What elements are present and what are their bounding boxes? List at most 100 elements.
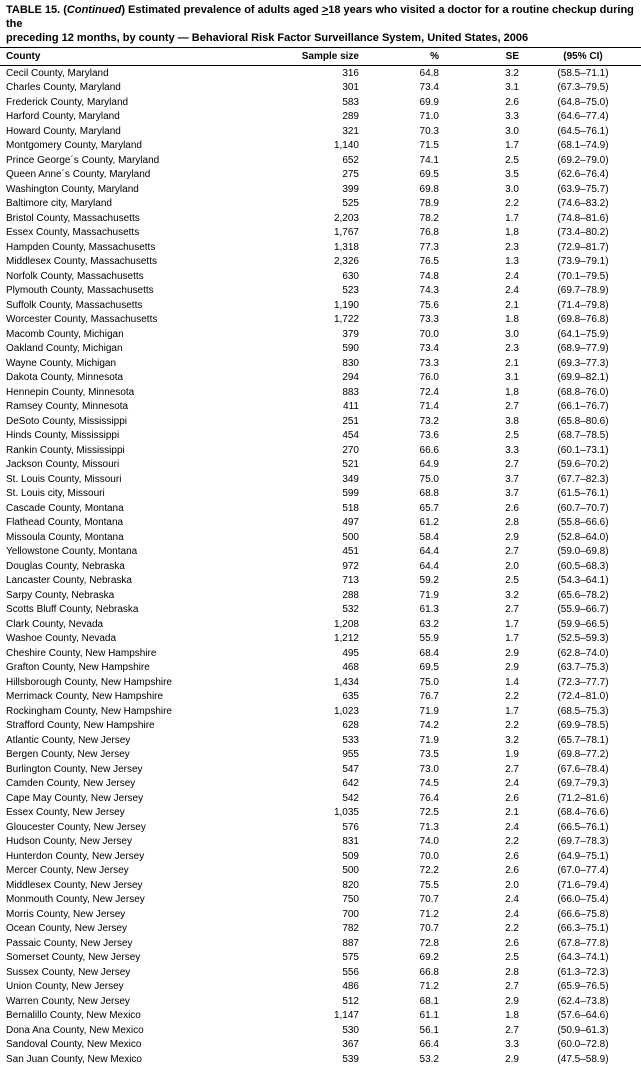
cell-ci: (69.9–82.1)	[525, 371, 641, 386]
cell-county: Cape May County, New Jersey	[0, 791, 270, 806]
cell-ci: (71.6–79.4)	[525, 878, 641, 893]
cell-ci: (65.6–78.2)	[525, 588, 641, 603]
table-row: Sussex County, New Jersey55666.82.8(61.3…	[0, 965, 641, 980]
cell-county: Hillsborough County, New Hampshire	[0, 675, 270, 690]
cell-pct: 72.5	[365, 806, 445, 821]
cell-sample: 713	[270, 574, 365, 589]
table-row: Worcester County, Massachusetts1,72273.3…	[0, 313, 641, 328]
cell-sample: 831	[270, 835, 365, 850]
cell-sample: 533	[270, 733, 365, 748]
cell-sample: 468	[270, 661, 365, 676]
cell-county: St. Louis city, Missouri	[0, 487, 270, 502]
cell-se: 2.2	[445, 690, 525, 705]
cell-pct: 69.5	[365, 168, 445, 183]
cell-county: Rankin County, Mississippi	[0, 443, 270, 458]
cell-ci: (74.8–81.6)	[525, 211, 641, 226]
cell-pct: 66.4	[365, 1038, 445, 1053]
cell-pct: 61.2	[365, 516, 445, 531]
cell-sample: 518	[270, 501, 365, 516]
col-ci: (95% CI)	[525, 48, 641, 66]
cell-sample: 2,203	[270, 211, 365, 226]
table-header-row: County Sample size % SE (95% CI)	[0, 48, 641, 66]
cell-pct: 68.8	[365, 487, 445, 502]
cell-se: 2.7	[445, 603, 525, 618]
cell-sample: 251	[270, 414, 365, 429]
table-row: Suffolk County, Massachusetts1,19075.62.…	[0, 298, 641, 313]
cell-se: 2.2	[445, 835, 525, 850]
cell-ci: (74.6–83.2)	[525, 197, 641, 212]
cell-se: 1.8	[445, 226, 525, 241]
cell-sample: 275	[270, 168, 365, 183]
cell-sample: 495	[270, 646, 365, 661]
cell-ci: (69.7–78.3)	[525, 835, 641, 850]
cell-se: 2.6	[445, 849, 525, 864]
cell-se: 1.3	[445, 255, 525, 270]
cell-pct: 68.1	[365, 994, 445, 1009]
cell-sample: 521	[270, 458, 365, 473]
cell-county: Sussex County, New Jersey	[0, 965, 270, 980]
cell-pct: 71.2	[365, 980, 445, 995]
cell-sample: 509	[270, 849, 365, 864]
cell-ci: (67.8–77.8)	[525, 936, 641, 951]
cell-se: 3.7	[445, 487, 525, 502]
cell-se: 1.9	[445, 748, 525, 763]
cell-sample: 590	[270, 342, 365, 357]
cell-ci: (69.8–76.8)	[525, 313, 641, 328]
cell-ci: (52.5–59.3)	[525, 632, 641, 647]
cell-sample: 1,722	[270, 313, 365, 328]
cell-sample: 379	[270, 327, 365, 342]
table-row: Plymouth County, Massachusetts52374.32.4…	[0, 284, 641, 299]
cell-se: 2.2	[445, 197, 525, 212]
cell-ci: (68.5–75.3)	[525, 704, 641, 719]
cell-ci: (67.7–82.3)	[525, 472, 641, 487]
table-container: TABLE 15. (Continued) Estimated prevalen…	[0, 0, 641, 1067]
table-row: Burlington County, New Jersey54773.02.7(…	[0, 762, 641, 777]
cell-se: 2.4	[445, 820, 525, 835]
cell-ci: (65.8–80.6)	[525, 414, 641, 429]
table-row: Monmouth County, New Jersey75070.72.4(66…	[0, 893, 641, 908]
cell-sample: 500	[270, 530, 365, 545]
cell-ci: (66.6–75.8)	[525, 907, 641, 922]
cell-ci: (66.0–75.4)	[525, 893, 641, 908]
cell-se: 2.7	[445, 762, 525, 777]
cell-sample: 750	[270, 893, 365, 908]
cell-ci: (68.8–76.0)	[525, 385, 641, 400]
cell-ci: (66.5–76.1)	[525, 820, 641, 835]
cell-ci: (61.3–72.3)	[525, 965, 641, 980]
col-sample: Sample size	[270, 48, 365, 66]
cell-pct: 68.4	[365, 646, 445, 661]
cell-se: 3.2	[445, 733, 525, 748]
cell-sample: 500	[270, 864, 365, 879]
cell-county: Baltimore city, Maryland	[0, 197, 270, 212]
table-row: Hillsborough County, New Hampshire1,4347…	[0, 675, 641, 690]
cell-county: Howard County, Maryland	[0, 124, 270, 139]
cell-se: 2.9	[445, 661, 525, 676]
cell-ci: (68.4–76.6)	[525, 806, 641, 821]
cell-sample: 1,023	[270, 704, 365, 719]
cell-county: Strafford County, New Hampshire	[0, 719, 270, 734]
cell-sample: 547	[270, 762, 365, 777]
cell-ci: (55.9–66.7)	[525, 603, 641, 618]
table-row: Flathead County, Montana49761.22.8(55.8–…	[0, 516, 641, 531]
cell-se: 2.7	[445, 400, 525, 415]
cell-sample: 1,767	[270, 226, 365, 241]
cell-ci: (67.6–78.4)	[525, 762, 641, 777]
table-row: Cheshire County, New Hampshire49568.42.9…	[0, 646, 641, 661]
cell-ci: (62.8–74.0)	[525, 646, 641, 661]
cell-pct: 66.6	[365, 443, 445, 458]
cell-pct: 76.5	[365, 255, 445, 270]
cell-pct: 74.5	[365, 777, 445, 792]
cell-ci: (59.9–66.5)	[525, 617, 641, 632]
cell-ci: (66.3–75.1)	[525, 922, 641, 937]
cell-ci: (64.8–75.0)	[525, 95, 641, 110]
table-row: Dakota County, Minnesota29476.03.1(69.9–…	[0, 371, 641, 386]
cell-county: San Juan County, New Mexico	[0, 1052, 270, 1067]
cell-sample: 486	[270, 980, 365, 995]
cell-county: Dakota County, Minnesota	[0, 371, 270, 386]
cell-se: 1.7	[445, 211, 525, 226]
cell-pct: 73.3	[365, 356, 445, 371]
cell-sample: 1,147	[270, 1009, 365, 1024]
cell-county: Hinds County, Mississippi	[0, 429, 270, 444]
table-row: Ocean County, New Jersey78270.72.2(66.3–…	[0, 922, 641, 937]
cell-se: 2.7	[445, 980, 525, 995]
